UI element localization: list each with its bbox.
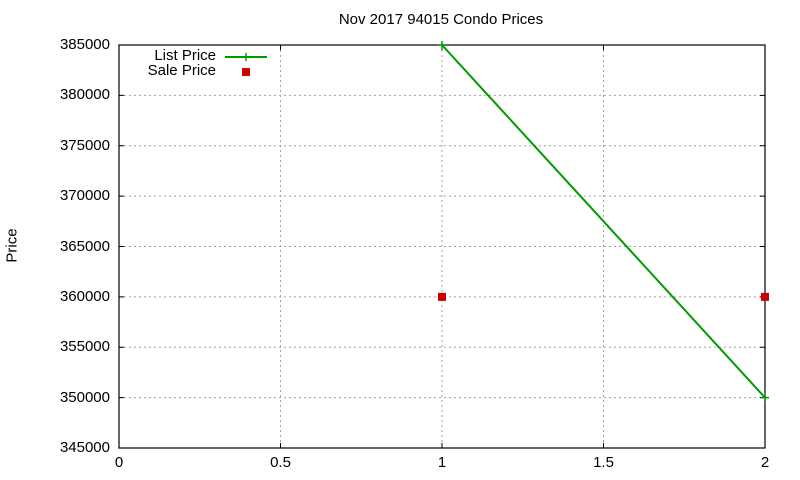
data-series: [438, 41, 769, 402]
chart-title: Nov 2017 94015 Condo Prices: [338, 11, 544, 28]
y-tick-label: 360000: [59, 287, 110, 305]
y-tick-label: 345000: [59, 439, 110, 456]
x-tick-label: 2: [760, 454, 770, 471]
y-tick-label: 365000: [59, 237, 110, 255]
legend-markers: [225, 53, 267, 76]
legend-label-list-price: List Price: [154, 47, 216, 64]
y-tick-label: 355000: [59, 338, 110, 356]
x-tick-label: 1: [437, 454, 447, 471]
grid-lines: [119, 45, 765, 448]
x-tick-label: 0: [114, 454, 124, 471]
y-tick-label: 375000: [59, 136, 110, 154]
x-tick-label: 0.5: [270, 454, 291, 471]
y-tick-label: 370000: [59, 187, 110, 205]
y-axis-label: Price: [3, 228, 21, 263]
x-tick-label: 1.5: [593, 454, 614, 471]
y-tick-label: 350000: [59, 388, 110, 406]
legend-label-sale-price: Sale Price: [147, 62, 216, 79]
y-tick-label: 385000: [59, 36, 110, 53]
y-tick-label: 380000: [59, 86, 110, 104]
